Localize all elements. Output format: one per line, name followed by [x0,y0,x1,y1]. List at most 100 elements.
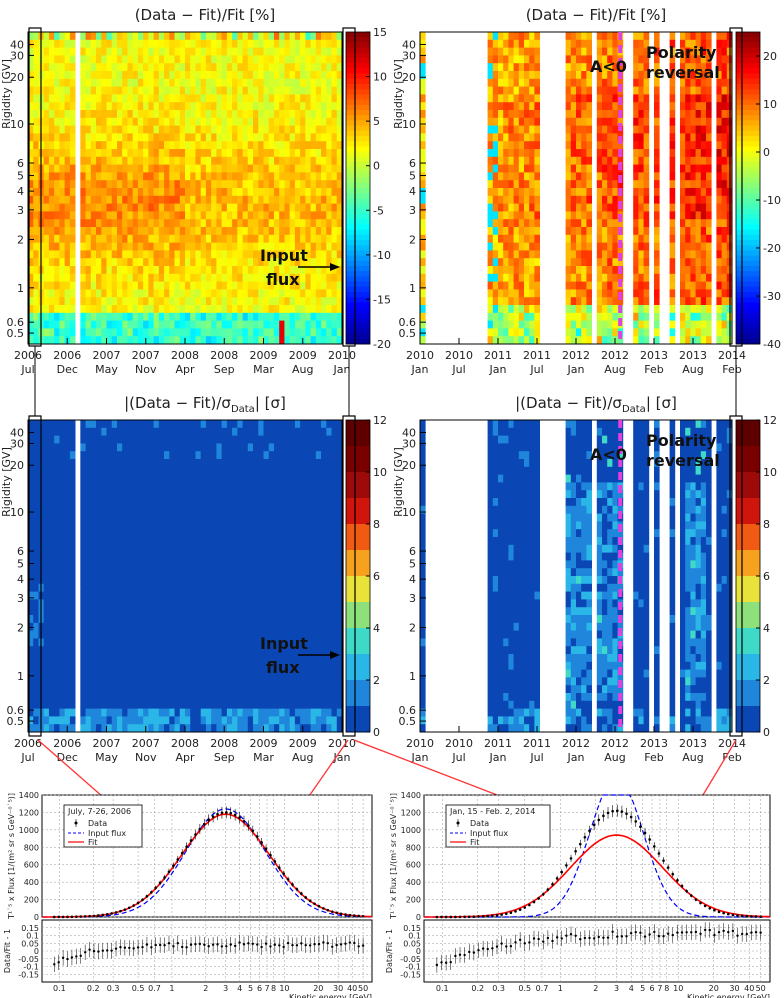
heatmap-cell [33,125,39,134]
heatmap-cell [90,521,97,530]
heatmap-cell [586,195,592,204]
heatmap-cell [685,328,691,337]
heatmap-cell [570,227,577,236]
heatmap-cell [69,305,76,314]
heatmap-cell [48,86,55,95]
heatmap-cell [581,133,587,142]
heatmap-cell [69,459,76,468]
heatmap-cell [69,716,76,725]
heatmap-cell [273,273,280,282]
heatmap-cell [153,289,160,298]
heatmap-cell [96,716,102,725]
heatmap-cell [101,203,107,212]
heatmap-cell [700,39,707,48]
heatmap-cell [43,724,50,733]
heatmap-cell [195,110,202,119]
heatmap-cell [289,312,296,321]
heatmap-cell [336,328,343,337]
heatmap-cell [596,266,603,275]
heatmap-cell [43,459,50,468]
heatmap-cell [143,435,149,444]
heatmap-cell [132,482,139,491]
heatmap-cell [148,188,154,197]
heatmap-cell [48,459,55,468]
heatmap-cell [80,180,86,189]
heatmap-cell [331,180,338,189]
heatmap-cell [638,273,644,282]
heatmap-cell [263,258,270,267]
heatmap-cell [90,125,97,134]
heatmap-cell [216,227,223,236]
colorbar-tick-label: -20 [763,242,781,255]
heatmap-cell [90,203,97,212]
heatmap-cell [685,172,691,181]
heatmap-cell [336,110,343,119]
heatmap-cell [153,498,160,507]
heatmap-cell [321,164,327,173]
heatmap-cell [331,47,338,56]
heatmap-cell [190,320,196,329]
heatmap-cell [85,219,92,228]
heatmap-cell [331,281,338,290]
heatmap-cell [498,312,504,321]
heatmap-cell [596,117,603,126]
heatmap-cell [137,622,144,631]
heatmap-cell [127,297,134,306]
heatmap-cell [643,219,650,228]
heatmap-cell [33,266,39,275]
heatmap-cell [153,78,160,87]
heatmap-cell [524,273,530,282]
y-tick-label: 20 [10,71,24,84]
heatmap-cell [420,32,426,41]
heatmap-cell [132,708,139,717]
heatmap-cell [258,164,264,173]
heatmap-cell [85,258,92,267]
heatmap-cell [205,149,212,158]
heatmap-cell [695,149,702,158]
heatmap-cell [284,102,291,111]
heatmap-cell [127,576,134,585]
heatmap-cell [195,211,202,220]
heatmap-cell [69,55,76,64]
heatmap-cell [420,78,426,87]
heatmap-cell [492,180,499,189]
heatmap-cell [534,289,540,298]
heatmap-cell [581,172,587,181]
heatmap-cell [137,312,144,321]
heatmap-cell [185,195,191,204]
heatmap-cell [28,55,34,64]
heatmap-cell [190,188,196,197]
heatmap-cell [513,180,520,189]
heatmap-cell [716,94,722,103]
heatmap-cell [242,86,249,95]
heatmap-cell [607,258,613,267]
heatmap-cell [48,180,55,189]
heatmap-cell [106,568,113,577]
heatmap-cell [513,133,520,142]
heatmap-cell [54,677,60,686]
heatmap-cell [310,32,317,41]
heatmap-cell [106,47,113,56]
heatmap-cell [43,219,50,228]
heatmap-cell [279,149,285,158]
heatmap-cell [690,242,696,251]
heatmap-cell [279,63,285,72]
heatmap-cell [148,102,154,111]
heatmap-cell [326,172,332,181]
heatmap-cell [498,172,504,181]
heatmap-cell [80,211,86,220]
heatmap-cell [33,513,39,522]
heatmap-cell [529,71,535,80]
heatmap-cell [106,117,113,126]
heatmap-cell [164,320,170,329]
heatmap-cell [685,71,691,80]
heatmap-cell [534,32,540,41]
heatmap-cell [263,149,270,158]
heatmap-cell [576,117,582,126]
heatmap-cell [279,258,285,267]
heatmap-cell [654,55,660,64]
heatmap-cell [54,32,60,41]
heatmap-cell [169,273,175,282]
heatmap-cell [96,474,102,483]
heatmap-cell [305,203,311,212]
